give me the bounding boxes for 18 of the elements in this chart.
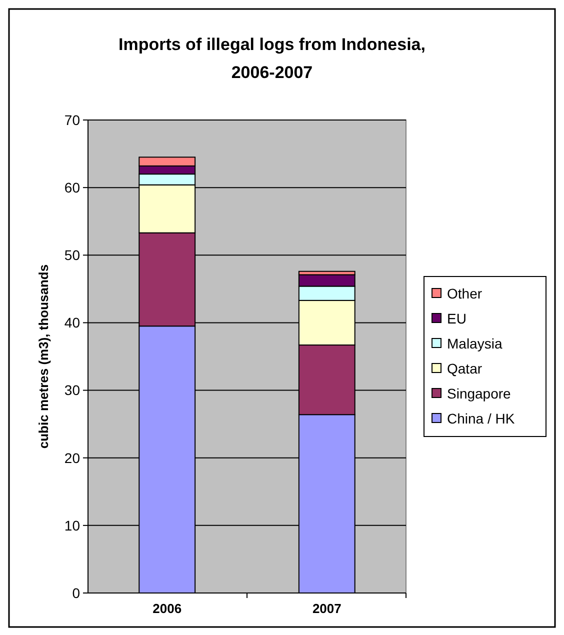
y-tick-label: 10 — [64, 517, 80, 534]
y-tick-label: 50 — [64, 247, 80, 264]
x-tick-label: 2007 — [312, 601, 342, 616]
y-axis-title: cubic metres (m3), thousands — [36, 264, 51, 449]
legend-label: EU — [447, 310, 466, 326]
y-tick-label: 60 — [64, 179, 80, 196]
legend-label: Malaysia — [447, 335, 502, 352]
x-tick-label: 2006 — [152, 601, 182, 616]
chart-title: Imports of illegal logs from Indonesia, 2006-2007 — [118, 35, 426, 82]
legend-label: Qatar — [447, 360, 482, 376]
y-tick-label: 20 — [64, 450, 80, 466]
y-tick-label: 70 — [64, 112, 80, 128]
y-tick-label: 40 — [64, 314, 80, 331]
legend-label: China / HK — [447, 410, 516, 426]
legend-label: Singapore — [447, 385, 512, 402]
y-tick-label: 0 — [72, 584, 80, 601]
legend-label: Other — [447, 285, 482, 302]
y-tick-label: 30 — [64, 382, 80, 398]
